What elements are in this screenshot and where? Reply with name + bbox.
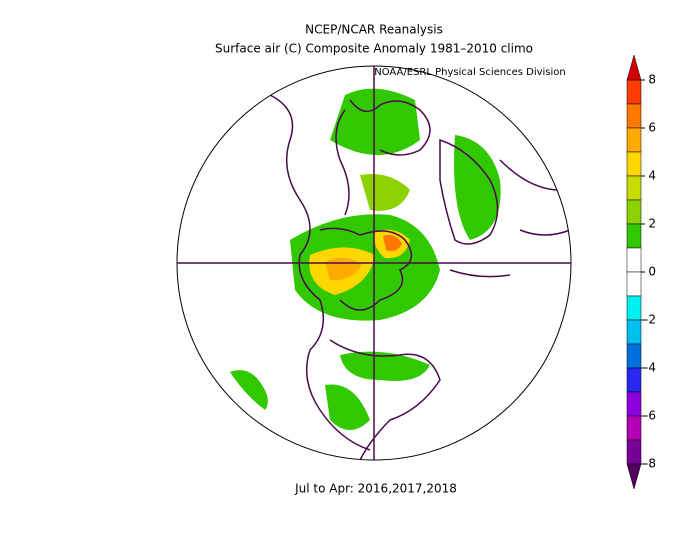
colorbar-segment	[626, 223, 642, 249]
colorbar-tick-label: 6	[648, 121, 656, 135]
colorbar-tick-label: 0	[648, 265, 656, 279]
colorbar-segment	[626, 199, 642, 225]
colorbar-segment	[626, 391, 642, 417]
colorbar-under	[626, 463, 642, 490]
footer: Jul to Apr: 2016,2017,2018	[294, 482, 457, 496]
colorbar-over	[626, 54, 642, 81]
subtitle: Surface air (C) Composite Anomaly 1981–2…	[215, 42, 533, 56]
colorbar-segment	[626, 367, 642, 393]
colorbar-tick-label: -8	[644, 457, 656, 471]
colorbar-segment	[626, 151, 642, 177]
colorbar-tick-label: -2	[644, 313, 656, 327]
colorbar-segment	[626, 175, 642, 201]
colorbar-tick-label: 8	[648, 73, 656, 87]
coastlines	[269, 94, 571, 460]
colorbar-segment	[626, 319, 642, 345]
colorbar-segment	[626, 343, 642, 369]
colorbar-segment	[626, 415, 642, 441]
attribution: NOAA/ESRL Physical Sciences Division	[374, 67, 566, 78]
colorbar-segment	[626, 271, 642, 297]
colorbar-segment	[626, 295, 642, 321]
colorbar-segment	[626, 103, 642, 129]
colorbar-tick-label: -4	[644, 361, 656, 375]
anomaly-field	[230, 88, 501, 430]
colorbar-tick-label: -6	[644, 409, 656, 423]
colorbar-segment	[626, 79, 642, 105]
colorbar-segment	[626, 247, 642, 273]
title: NCEP/NCAR Reanalysis	[305, 23, 443, 37]
colorbar-tick-label: 4	[648, 169, 656, 183]
colorbar: 8 6 4 2 0 -2 -4 -6 -8	[626, 54, 656, 490]
colorbar-segment	[626, 439, 642, 465]
colorbar-tick-label: 2	[648, 217, 656, 231]
map	[176, 65, 572, 461]
colorbar-segment	[626, 127, 642, 153]
